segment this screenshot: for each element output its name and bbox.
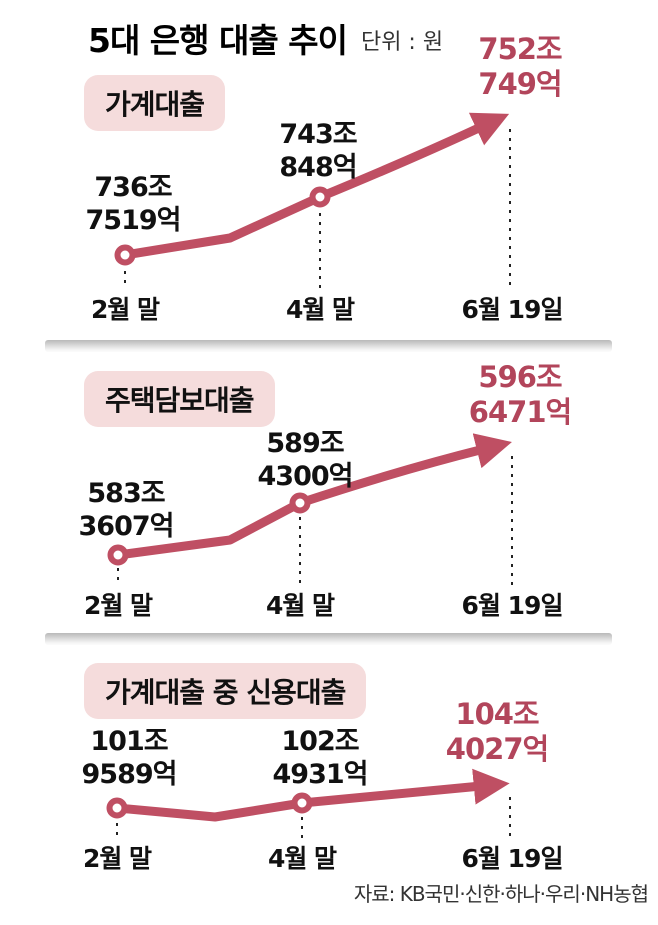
x-axis-label: 2월 말 (90, 295, 160, 324)
value-line: 583조 (87, 478, 165, 509)
x-axis-label: 4월 말 (265, 591, 335, 620)
value-line: 3607억 (78, 511, 175, 542)
data-point-marker (114, 244, 136, 266)
value-line: 4931억 (272, 759, 369, 790)
x-axis-label: 4월 말 (285, 295, 355, 324)
section-divider (45, 340, 612, 352)
data-point-marker (309, 186, 331, 208)
value-line: 589조 (266, 428, 344, 459)
x-axis-label: 6월 19일 (461, 295, 564, 324)
x-axis-label: 4월 말 (267, 844, 337, 873)
section-divider (45, 633, 612, 645)
unit-label: 단위 : 원 (360, 30, 444, 55)
value-label: 736조 7519억 (85, 171, 182, 237)
trend-chart-credit (106, 768, 511, 840)
value-label: 743조 848억 (279, 118, 357, 184)
value-line: 102조 (281, 726, 359, 757)
value-line: 749억 (478, 67, 562, 101)
value-line: 752조 (478, 32, 562, 66)
value-line: 9589억 (81, 759, 178, 790)
value-line: 101조 (90, 726, 168, 757)
value-label: 589조 4300억 (257, 427, 354, 493)
x-axis-label: 2월 말 (83, 591, 153, 620)
value-line: 596조 (478, 360, 562, 394)
value-line: 4027억 (445, 732, 549, 766)
trend-chart-household (114, 112, 511, 288)
value-line: 848억 (279, 152, 357, 183)
value-line: 104조 (455, 697, 539, 731)
source-note: 자료: KB국민·신한·하나·우리·NH농협 (353, 882, 649, 906)
x-axis-label: 6월 19일 (461, 844, 564, 873)
value-line: 736조 (94, 172, 172, 203)
value-line: 7519억 (85, 205, 182, 236)
data-point-marker (106, 797, 128, 819)
final-value-label: 596조 6471억 (468, 360, 572, 430)
value-line: 743조 (279, 119, 357, 150)
value-label: 102조 4931억 (272, 725, 369, 791)
chart-title-badge: 가계대출 중 신용대출 (84, 663, 367, 719)
trend-chart-mortgage (107, 433, 513, 585)
final-value-label: 752조 749억 (478, 32, 562, 102)
data-point-marker (291, 792, 313, 814)
page-title: 5대 은행 대출 추이 (88, 21, 348, 60)
chart-title-badge: 가계대출 (84, 75, 226, 131)
value-line: 6471억 (468, 395, 572, 429)
value-label: 583조 3607억 (78, 477, 175, 543)
final-value-label: 104조 4027억 (445, 697, 549, 767)
header: 5대 은행 대출 추이 단위 : 원 (88, 14, 443, 62)
data-point-marker (289, 492, 311, 514)
x-axis-label: 2월 말 (82, 844, 152, 873)
value-label: 101조 9589억 (81, 725, 178, 791)
value-line: 4300억 (257, 461, 354, 492)
chart-title-badge: 주택담보대출 (84, 371, 275, 427)
data-point-marker (107, 544, 129, 566)
x-axis-label: 6월 19일 (461, 591, 564, 620)
